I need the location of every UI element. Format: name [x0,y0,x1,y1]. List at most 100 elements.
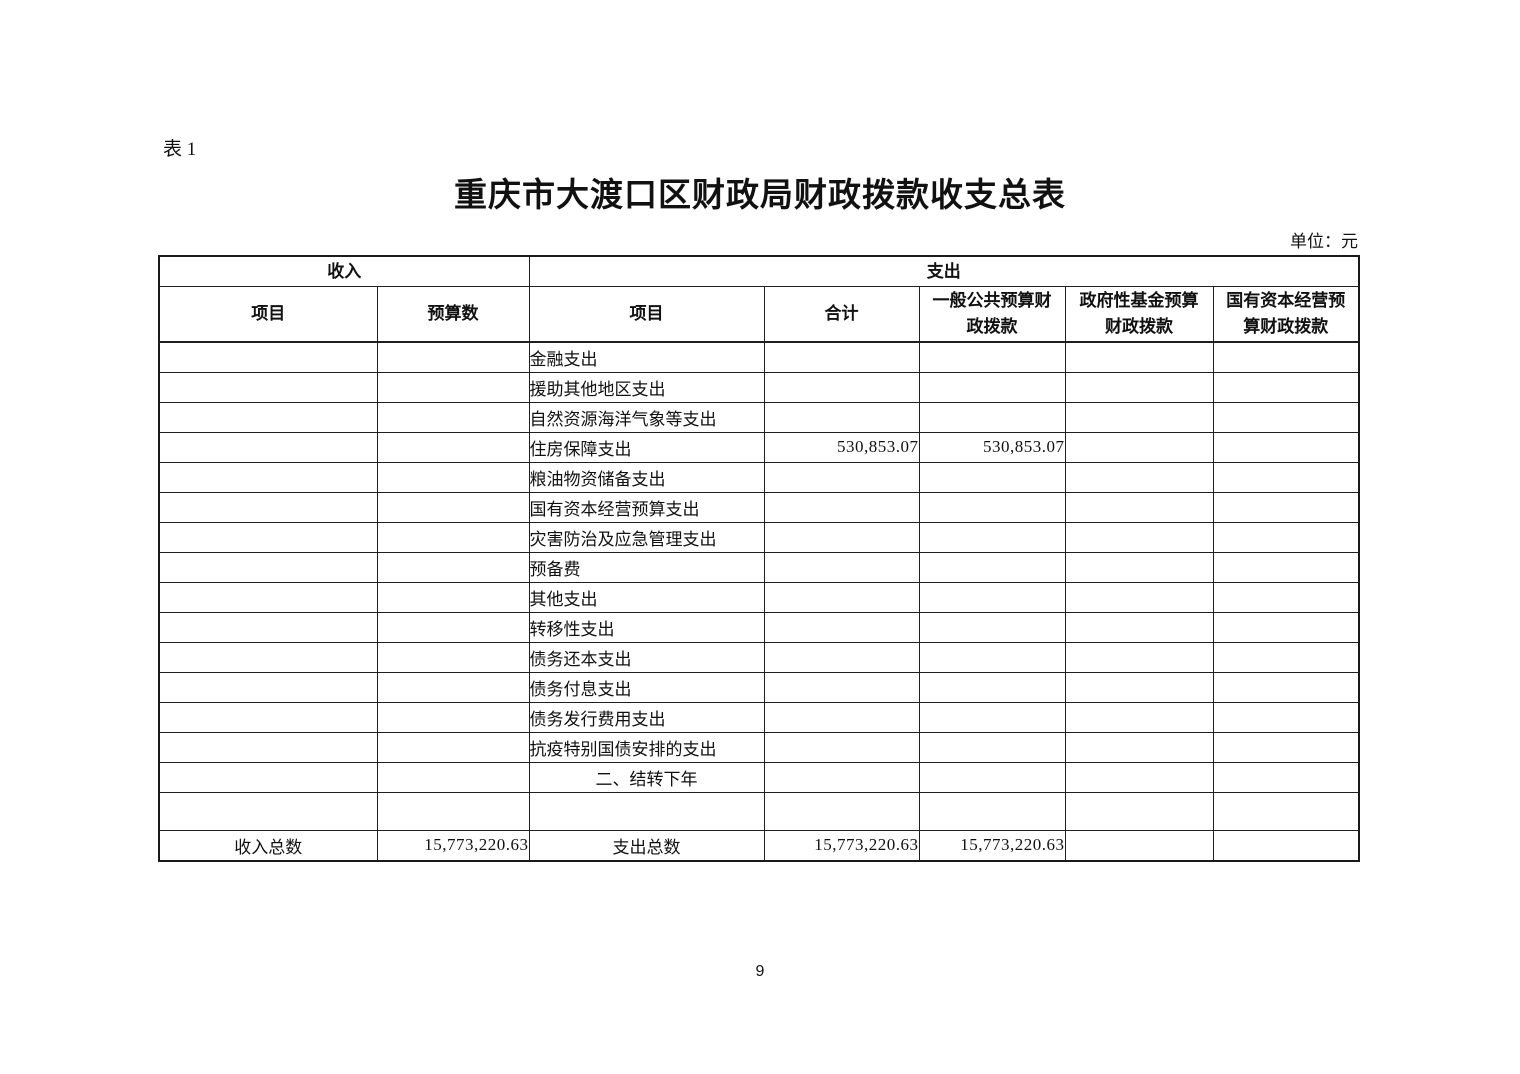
gov-fund-budget-cell [1064,581,1214,613]
income-item-cell [158,551,378,583]
table-row: 抗疫特别国债安排的支出 [158,731,1360,763]
table-label: 表 1 [163,139,197,160]
expense-item-cell: 粮油物资储备支出 [528,461,765,493]
expense-item-cell: 预备费 [528,551,765,583]
income-budget-cell [376,611,530,643]
table-row: 债务还本支出 [158,641,1360,673]
table-row: 金融支出 [158,341,1360,373]
general-public-budget-cell [918,491,1066,523]
table-row: 预备费 [158,551,1360,583]
col-header-total: 合计 [763,285,920,343]
table-row: 自然资源海洋气象等支出 [158,401,1360,433]
table-row: 收入总数 15,773,220.63 支出总数 15,773,220.63 15,773… [158,829,1360,862]
income-budget-cell [376,491,530,523]
general-public-budget-cell [918,371,1066,403]
income-budget-cell [376,401,530,433]
col-header-general-public-budget: 一般公共预算财 政拨款 [918,285,1066,343]
gov-fund-budget-cell [1064,341,1214,373]
table-row: 住房保障支出 530,853.07 530,853.07 [158,431,1360,463]
page-title: 重庆市大渡口区财政局财政拨款收支总表 [454,178,1066,214]
gov-fund-budget-cell [1064,461,1214,493]
income-budget-cell: 15,773,220.63 [376,829,530,862]
page-number: 9 [755,963,765,980]
expense-item-cell: 抗疫特别国债安排的支出 [528,731,765,763]
gov-fund-budget-cell [1064,491,1214,523]
income-item-cell [158,731,378,763]
general-public-budget-cell [918,581,1066,613]
general-public-budget-cell: 530,853.07 [918,431,1066,463]
total-cell [763,761,920,793]
state-capital-budget-cell [1212,791,1360,831]
income-item-cell [158,671,378,703]
fiscal-summary-table: 收入 支出 项目 预算数 项目 合计 一般公共预算财 政拨款 政府性基金预算 财… [158,255,1361,862]
table-row: 国有资本经营预算支出 [158,491,1360,523]
state-capital-budget-cell [1212,829,1360,862]
general-public-budget-cell: 15,773,220.63 [918,829,1066,862]
expense-item-cell: 债务还本支出 [528,641,765,673]
column-header-row: 项目 预算数 项目 合计 一般公共预算财 政拨款 政府性基金预算 财政拨款 国有… [158,285,1360,343]
total-cell [763,521,920,553]
gov-fund-budget-cell [1064,731,1214,763]
gov-fund-budget-cell [1064,521,1214,553]
gov-fund-budget-cell [1064,701,1214,733]
unit-label: 单位：元 [1290,232,1358,251]
expense-item-cell: 住房保障支出 [528,431,765,463]
state-capital-budget-cell [1212,551,1360,583]
col-header-expense-item: 项目 [528,285,765,343]
total-cell [763,401,920,433]
income-budget-cell [376,731,530,763]
general-public-budget-cell [918,791,1066,831]
state-capital-budget-cell [1212,701,1360,733]
general-public-budget-cell [918,671,1066,703]
general-public-budget-cell [918,551,1066,583]
gov-fund-budget-cell [1064,611,1214,643]
table-row: 粮油物资储备支出 [158,461,1360,493]
gov-fund-budget-cell [1064,401,1214,433]
income-item-cell [158,401,378,433]
state-capital-budget-cell [1212,341,1360,373]
income-item-cell [158,641,378,673]
general-public-budget-cell [918,461,1066,493]
income-budget-cell [376,791,530,831]
income-item-cell [158,791,378,831]
state-capital-budget-cell [1212,401,1360,433]
general-public-budget-cell [918,611,1066,643]
col-header-gov-fund-budget: 政府性基金预算 财政拨款 [1064,285,1214,343]
total-cell [763,671,920,703]
table-row: 援助其他地区支出 [158,371,1360,403]
expenditure-group-header: 支出 [528,255,1360,287]
total-cell [763,341,920,373]
state-capital-budget-cell [1212,731,1360,763]
state-capital-budget-cell [1212,761,1360,793]
total-cell [763,731,920,763]
income-item-cell [158,701,378,733]
income-item-cell [158,581,378,613]
total-cell [763,581,920,613]
gov-fund-budget-cell [1064,761,1214,793]
income-item-cell [158,611,378,643]
state-capital-budget-cell [1212,671,1360,703]
table-body: 金融支出 援助其他地区支出 自然资源海洋气象等支出 住房保障支出 530,853.07 5… [158,341,1360,862]
table-row: 其他支出 [158,581,1360,613]
state-capital-budget-cell [1212,611,1360,643]
total-cell [763,371,920,403]
total-cell: 15,773,220.63 [763,829,920,862]
expense-item-cell: 灾害防治及应急管理支出 [528,521,765,553]
income-item-cell [158,371,378,403]
table-row [158,791,1360,831]
expense-item-cell: 其他支出 [528,581,765,613]
state-capital-budget-cell [1212,491,1360,523]
expense-item-cell: 金融支出 [528,341,765,373]
col-header-income-item: 项目 [158,285,378,343]
state-capital-budget-cell [1212,461,1360,493]
gov-fund-budget-cell [1064,371,1214,403]
income-budget-cell [376,461,530,493]
income-item-cell [158,491,378,523]
total-cell [763,461,920,493]
col-header-state-capital-budget: 国有资本经营预 算财政拨款 [1212,285,1360,343]
gov-fund-budget-cell [1064,791,1214,831]
expense-item-cell: 债务发行费用支出 [528,701,765,733]
income-budget-cell [376,671,530,703]
total-cell [763,701,920,733]
table-row: 债务发行费用支出 [158,701,1360,733]
